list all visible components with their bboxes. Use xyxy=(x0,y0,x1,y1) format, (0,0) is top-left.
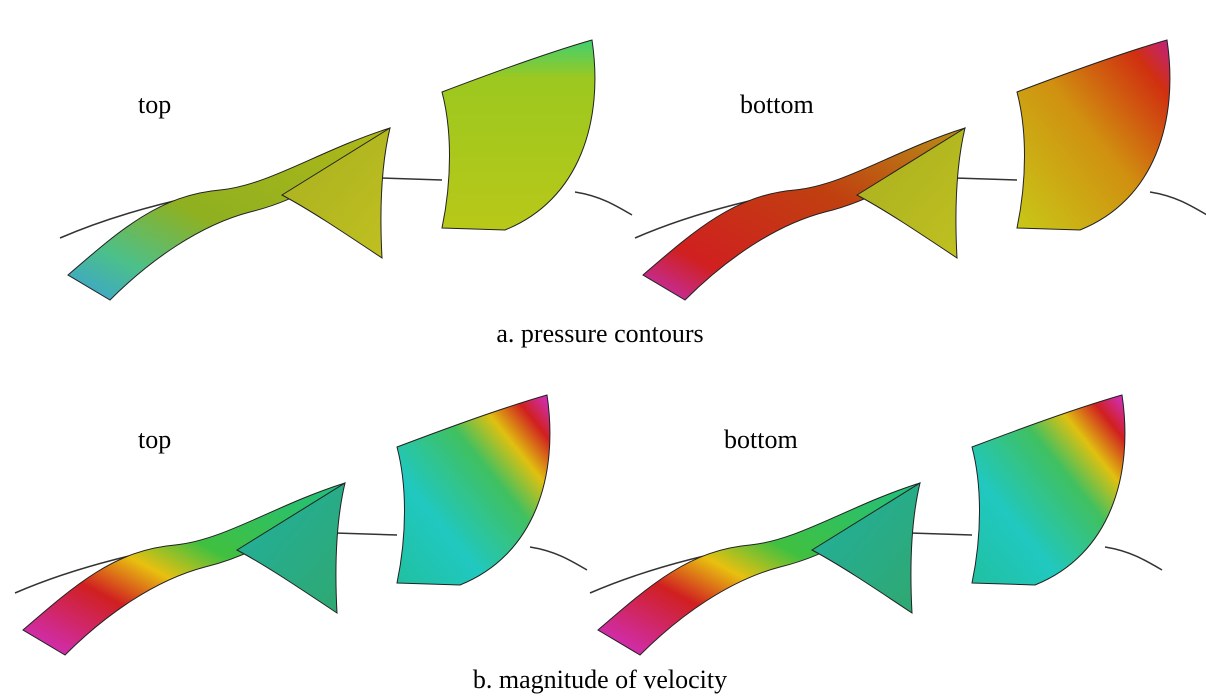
view-label: bottom xyxy=(724,425,798,454)
view-label: bottom xyxy=(740,90,814,119)
view-label: top xyxy=(138,90,171,119)
view-velocity-bottom xyxy=(589,394,1163,656)
view-pressure-bottom xyxy=(634,39,1206,301)
caption: b. magnitude of velocity xyxy=(473,665,727,694)
caption: a. pressure contours xyxy=(496,319,703,348)
view-label: top xyxy=(138,425,171,454)
view-velocity-top xyxy=(14,394,588,656)
view-pressure-top xyxy=(59,39,633,301)
